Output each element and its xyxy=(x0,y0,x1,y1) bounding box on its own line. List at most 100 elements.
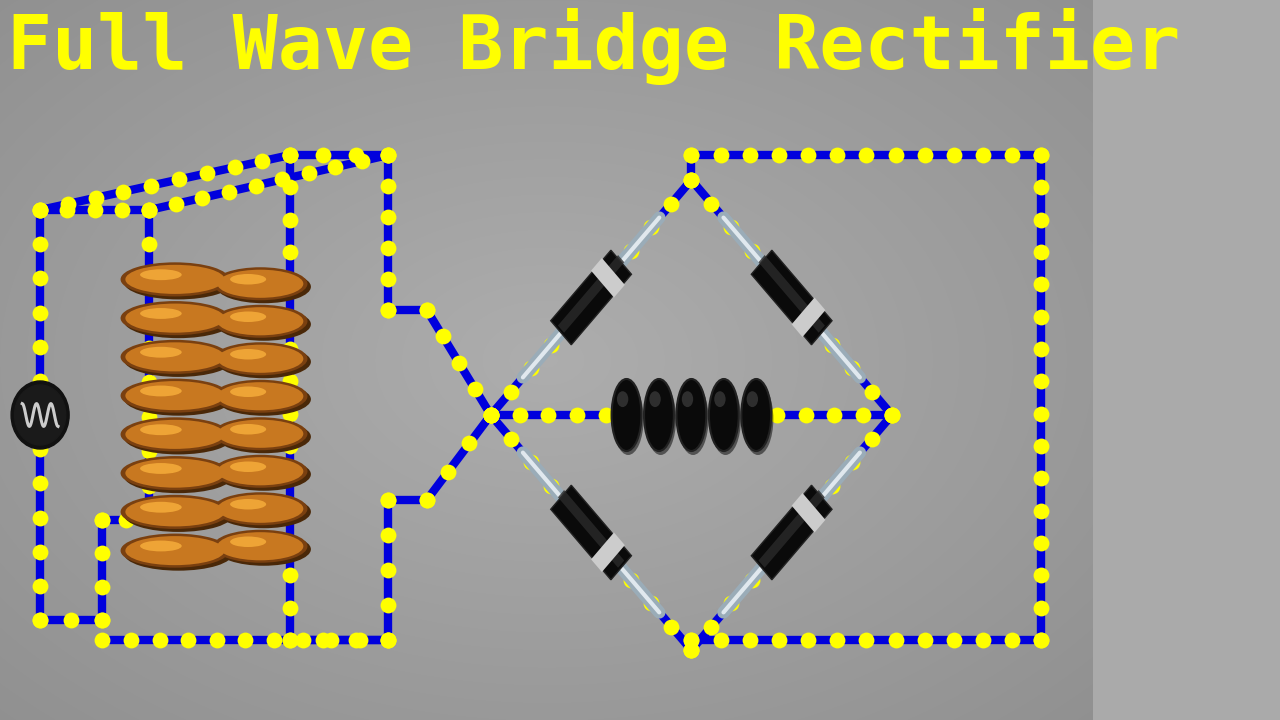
Point xyxy=(140,273,160,284)
Point xyxy=(29,341,50,352)
Ellipse shape xyxy=(216,346,311,378)
Point xyxy=(140,480,160,491)
Point xyxy=(827,634,847,646)
Point xyxy=(681,149,701,161)
Point xyxy=(641,598,662,609)
Point xyxy=(538,409,558,420)
Point xyxy=(681,174,701,186)
Point xyxy=(378,634,398,646)
Point xyxy=(1032,149,1052,161)
Point xyxy=(567,409,588,420)
Point xyxy=(280,505,301,516)
Point xyxy=(1032,343,1052,355)
Point xyxy=(29,546,50,557)
Point xyxy=(600,269,621,280)
Point xyxy=(540,480,561,491)
Point xyxy=(762,269,782,280)
Point xyxy=(1032,181,1052,193)
Point xyxy=(701,621,722,632)
Point xyxy=(349,634,370,646)
Point xyxy=(29,204,50,216)
Ellipse shape xyxy=(218,307,303,336)
Point xyxy=(824,409,845,420)
Point xyxy=(92,614,113,626)
Point xyxy=(92,514,113,526)
Ellipse shape xyxy=(216,307,311,341)
Ellipse shape xyxy=(120,340,229,374)
Point xyxy=(1032,246,1052,258)
Point xyxy=(140,342,160,354)
Point xyxy=(681,634,701,646)
Point xyxy=(246,180,266,192)
Ellipse shape xyxy=(230,462,266,472)
Point xyxy=(29,512,50,523)
Point xyxy=(378,305,398,316)
Polygon shape xyxy=(558,490,625,568)
Point xyxy=(797,634,818,646)
Point xyxy=(861,433,882,444)
Point xyxy=(280,246,301,258)
Point xyxy=(280,279,301,290)
Point xyxy=(115,514,136,526)
Point xyxy=(641,221,662,233)
Polygon shape xyxy=(791,297,826,337)
Ellipse shape xyxy=(140,308,182,319)
Ellipse shape xyxy=(644,379,673,451)
Polygon shape xyxy=(759,490,824,568)
Point xyxy=(721,598,741,609)
Point xyxy=(280,181,301,193)
Point xyxy=(280,472,301,484)
Ellipse shape xyxy=(140,385,182,397)
Point xyxy=(378,529,398,541)
Point xyxy=(29,273,50,284)
Point xyxy=(681,634,701,646)
Point xyxy=(509,409,530,420)
Ellipse shape xyxy=(140,269,182,280)
Point xyxy=(378,494,398,505)
Point xyxy=(561,503,581,515)
Point xyxy=(595,409,616,420)
Point xyxy=(224,161,244,173)
Ellipse shape xyxy=(677,383,709,455)
Point xyxy=(681,644,701,656)
Point xyxy=(480,409,500,420)
Point xyxy=(140,307,160,319)
Ellipse shape xyxy=(216,270,311,303)
Circle shape xyxy=(14,385,65,445)
Point xyxy=(1032,376,1052,387)
Point xyxy=(416,494,436,505)
Point xyxy=(29,614,50,626)
Ellipse shape xyxy=(230,536,266,547)
Point xyxy=(378,599,398,611)
Point xyxy=(801,503,822,515)
Polygon shape xyxy=(550,485,631,580)
Point xyxy=(197,168,218,179)
Point xyxy=(92,514,113,526)
Ellipse shape xyxy=(617,391,628,407)
Ellipse shape xyxy=(125,342,224,372)
Point xyxy=(1032,602,1052,613)
Polygon shape xyxy=(591,533,625,572)
Polygon shape xyxy=(550,251,631,345)
Ellipse shape xyxy=(140,541,182,552)
Text: Full Wave Bridge Rectifier: Full Wave Bridge Rectifier xyxy=(6,8,1180,85)
Ellipse shape xyxy=(125,265,224,294)
Point xyxy=(480,409,500,420)
Point xyxy=(346,634,366,646)
Point xyxy=(621,574,641,585)
Point xyxy=(681,149,701,161)
Point xyxy=(140,411,160,423)
Point xyxy=(140,446,160,457)
Point xyxy=(827,149,847,161)
Point xyxy=(465,383,485,395)
Point xyxy=(1032,634,1052,646)
Point xyxy=(768,634,788,646)
Point xyxy=(280,602,301,613)
Ellipse shape xyxy=(124,382,233,415)
Ellipse shape xyxy=(216,420,311,454)
Ellipse shape xyxy=(216,495,311,528)
Ellipse shape xyxy=(741,379,771,451)
Ellipse shape xyxy=(649,391,660,407)
Ellipse shape xyxy=(214,267,307,300)
Ellipse shape xyxy=(125,304,224,333)
